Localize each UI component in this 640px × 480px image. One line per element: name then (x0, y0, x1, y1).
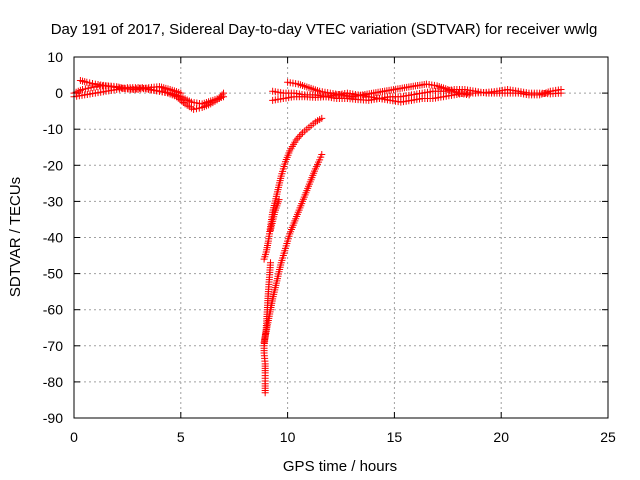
series-late-rising-arcs (284, 78, 473, 101)
x-tick-label: 5 (177, 429, 185, 445)
data-point (465, 91, 473, 99)
data-point (89, 79, 97, 87)
plot-frame (73, 56, 609, 419)
data-point (220, 93, 228, 101)
y-tick-label: -50 (43, 266, 63, 282)
data-point (87, 84, 95, 92)
y-tick-label: -10 (43, 121, 63, 137)
x-tick-label: 10 (280, 429, 296, 445)
series-depletion-drop (260, 259, 275, 397)
x-axis-label: GPS time / hours (283, 458, 397, 475)
data-point (557, 85, 565, 93)
y-tick-label: -40 (43, 230, 63, 246)
y-tick-label: -70 (43, 338, 63, 354)
y-tick-label: -60 (43, 302, 63, 318)
x-tick-label: 0 (70, 429, 78, 445)
series-depletion-arc-upper (260, 114, 326, 263)
series-early-baseline-3 (76, 76, 185, 97)
series-depletion-spur (267, 196, 283, 234)
y-tick-label: 10 (47, 49, 63, 65)
data-point (318, 150, 326, 158)
y-tick-label: -80 (43, 374, 63, 390)
y-tick-label: -30 (43, 193, 63, 209)
y-tick-label: -20 (43, 157, 63, 173)
data-point (79, 85, 87, 93)
data-point (83, 78, 91, 86)
chart-title: Day 191 of 2017, Sidereal Day-to-day VTE… (51, 21, 598, 38)
data-point (86, 79, 94, 87)
axis-ticks: 0 5 10 15 20 25 10 0 -10 -20 -30 -40 -50 -60 -70 -80 -90 (43, 49, 616, 445)
data-point (294, 134, 302, 142)
x-tick-label: 15 (387, 429, 403, 445)
data-point (176, 96, 184, 104)
data-point (81, 85, 89, 93)
grid-lines (74, 57, 608, 418)
y-tick-label: 0 (55, 85, 63, 101)
data-point (275, 196, 283, 204)
data-point (292, 136, 300, 144)
y-axis-label: SDTVAR / TECUs (7, 177, 24, 297)
data-point (90, 83, 98, 91)
data-point (190, 105, 198, 113)
data-point (267, 259, 275, 267)
data-point (318, 114, 326, 122)
data-point (84, 84, 92, 92)
data-point (297, 131, 305, 139)
data-points (70, 76, 565, 397)
data-point (177, 89, 185, 97)
y-tick-label: -90 (43, 410, 63, 426)
data-point (295, 132, 303, 140)
series-late-baseline-2 (269, 85, 565, 103)
x-tick-label: 20 (493, 429, 509, 445)
x-tick-label: 25 (600, 429, 616, 445)
